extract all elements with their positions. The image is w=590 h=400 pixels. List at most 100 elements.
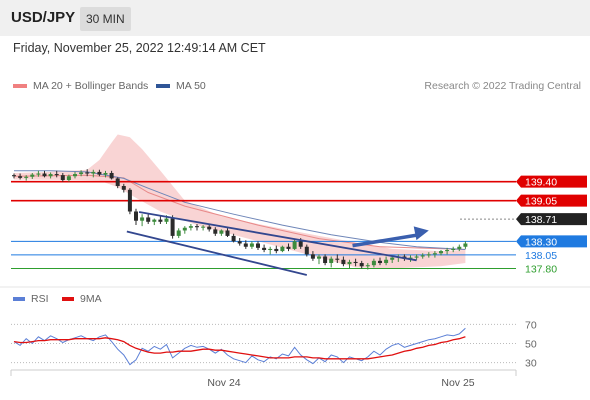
- forecast-arrow-shaft: [352, 232, 422, 248]
- candle-body: [323, 256, 328, 264]
- candle-body: [365, 265, 370, 267]
- candle-body: [195, 226, 199, 228]
- candle-body: [420, 255, 425, 257]
- candle-body: [268, 248, 273, 250]
- rsi-tick-label-1: 50: [525, 339, 537, 351]
- price-label-4: 138.05: [525, 250, 557, 262]
- candle-body: [109, 172, 114, 179]
- candle-body: [378, 260, 382, 264]
- candle-body: [207, 226, 212, 230]
- candle-body: [371, 260, 376, 266]
- ma9-swatch: [62, 297, 74, 302]
- x-tick-label-0: Nov 24: [207, 377, 240, 389]
- legend-rsi: RSI: [13, 293, 49, 305]
- price-label-3: 138.30: [525, 236, 557, 248]
- candle-body: [243, 243, 248, 247]
- candle-body: [103, 172, 108, 175]
- ma50-swatch: [156, 84, 170, 89]
- candle-body: [347, 261, 352, 265]
- candle-body: [188, 226, 193, 228]
- candle-body: [213, 229, 218, 234]
- candle-body: [182, 227, 187, 231]
- ma-bollinger-swatch: [13, 84, 27, 89]
- candle-body: [91, 171, 96, 174]
- candle-body: [286, 246, 291, 249]
- price-label-box-0: [516, 175, 587, 188]
- rsi-series-9ma: [13, 336, 466, 360]
- candle-body: [310, 254, 315, 259]
- candle-body: [262, 247, 267, 250]
- candle-body: [280, 246, 285, 252]
- x-tick-label-1: Nov 25: [441, 377, 474, 389]
- candle-body: [390, 257, 395, 260]
- legend-ma50-label: MA 50: [176, 80, 206, 92]
- candle-body: [237, 241, 242, 244]
- candle-body: [127, 189, 132, 212]
- candle-body: [115, 178, 120, 186]
- candle-body: [146, 217, 151, 222]
- candle-body: [457, 246, 462, 249]
- candle-body: [359, 263, 364, 267]
- price-label-box-1: [516, 194, 587, 207]
- price-label-box-2: [516, 213, 587, 226]
- candle-body: [97, 171, 102, 175]
- legend-ma-bollinger-label: MA 20 + Bollinger Bands: [33, 80, 149, 92]
- candle-body: [384, 259, 389, 264]
- bollinger-band-fill: [14, 134, 466, 269]
- legend-ma-bollinger: MA 20 + Bollinger Bands: [13, 80, 148, 92]
- candle-body: [12, 175, 16, 177]
- rsi-tick-label-2: 30: [525, 358, 537, 370]
- candle-body: [42, 173, 47, 177]
- forecast-arrow-head: [413, 226, 429, 241]
- candle-body: [140, 217, 145, 221]
- candle-body: [298, 241, 303, 247]
- candle-body: [73, 174, 77, 177]
- candle-body: [304, 246, 309, 255]
- timeframe-button[interactable]: 30 MIN: [80, 7, 131, 31]
- candle-body: [219, 230, 224, 234]
- candle-body: [85, 172, 90, 174]
- header-bar: USD/JPY 30 MIN: [0, 0, 590, 36]
- candle-body: [426, 254, 431, 256]
- candle-body: [60, 175, 65, 181]
- candle-body: [164, 218, 169, 222]
- candle-body: [317, 256, 321, 259]
- price-label-2: 138.71: [525, 214, 557, 226]
- candle-body: [231, 235, 236, 242]
- candle-body: [176, 230, 181, 236]
- rsi-swatch: [13, 297, 25, 302]
- candle-body: [79, 172, 84, 175]
- price-label-1: 139.05: [525, 196, 557, 208]
- legend-rsi-label: RSI: [31, 293, 49, 305]
- candle-body: [292, 241, 297, 249]
- candle-body: [225, 230, 230, 236]
- candle-body: [18, 176, 23, 178]
- chart-datetime: Friday, November 25, 2022 12:49:14 AM CE…: [13, 41, 266, 55]
- candle-body: [274, 248, 279, 252]
- candle-body: [414, 256, 419, 258]
- candle-body: [54, 174, 59, 176]
- legend-ma50: MA 50: [156, 80, 206, 92]
- candle-body: [158, 219, 163, 222]
- candle-body: [121, 186, 126, 190]
- legend-9ma-label: 9MA: [80, 293, 102, 305]
- price-label-box-3: [516, 235, 587, 248]
- credit-text: Research © 2022 Trading Central: [424, 80, 581, 92]
- rsi-series-rsi: [13, 327, 466, 366]
- candle-body: [329, 258, 334, 264]
- symbol-title: USD/JPY: [11, 9, 76, 26]
- candle-body: [408, 257, 413, 259]
- candle-body: [134, 211, 138, 221]
- candle-body: [170, 218, 175, 236]
- candle-body: [463, 243, 468, 247]
- candle-body: [335, 258, 340, 260]
- candle-body: [432, 253, 437, 255]
- candle-body: [66, 176, 71, 181]
- candle-body: [24, 176, 29, 178]
- candle-body: [445, 250, 450, 252]
- candle-body: [249, 243, 254, 247]
- candle-body: [439, 251, 443, 254]
- rsi-tick-label-0: 70: [525, 319, 537, 331]
- channel-upper-line: [138, 211, 417, 262]
